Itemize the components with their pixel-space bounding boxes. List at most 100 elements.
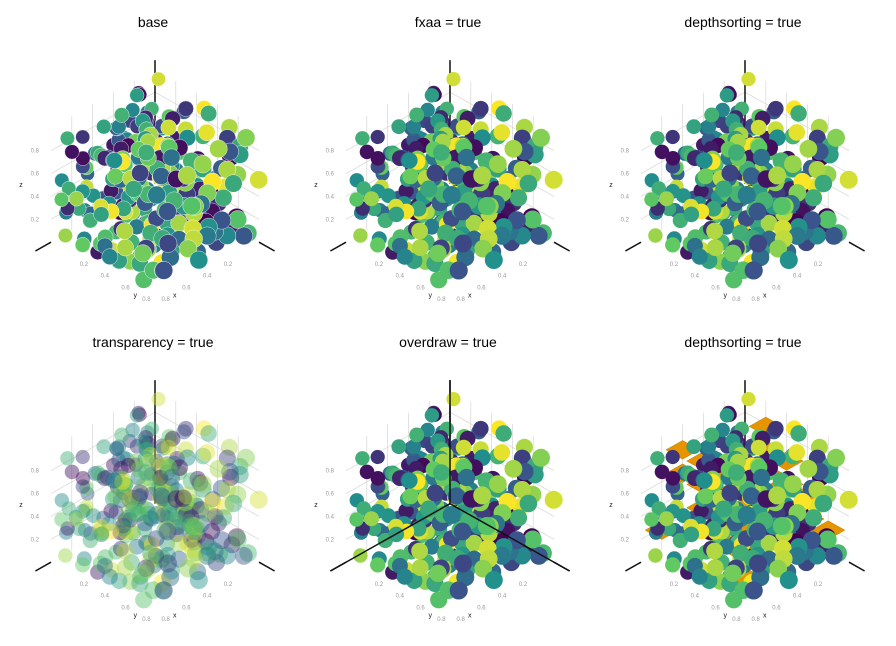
- data-point: [802, 211, 821, 230]
- data-point: [203, 492, 222, 511]
- data-point: [178, 486, 197, 505]
- data-point: [97, 470, 113, 486]
- data-point: [205, 542, 224, 561]
- data-point: [103, 523, 120, 540]
- data-point: [465, 534, 483, 552]
- data-point: [513, 481, 531, 499]
- data-point: [197, 533, 215, 551]
- data-point: [59, 525, 74, 540]
- data-point: [410, 200, 427, 217]
- grid: [50, 401, 260, 551]
- data-point: [109, 441, 124, 456]
- data-point: [222, 468, 240, 486]
- data-point: [839, 170, 858, 189]
- data-point: [236, 128, 256, 148]
- data-point: [181, 499, 198, 517]
- data-point: [741, 392, 756, 407]
- data-point: [665, 151, 681, 166]
- data-point: [218, 481, 236, 499]
- z-tick-label: 0.4: [326, 194, 335, 200]
- data-point: [122, 433, 137, 449]
- data-point: [175, 517, 193, 535]
- data-point: [760, 534, 778, 552]
- data-point: [804, 189, 823, 207]
- data-point: [519, 174, 538, 193]
- x-axis-line: [258, 241, 275, 252]
- data-point: [495, 105, 512, 122]
- data-point: [748, 522, 767, 541]
- data-point: [189, 526, 207, 544]
- data-point: [75, 557, 91, 573]
- y-tick-label: 0.2: [814, 582, 823, 588]
- data-point: [449, 581, 468, 600]
- data-point: [715, 500, 733, 518]
- data-point: [116, 477, 132, 492]
- data-point: [457, 148, 476, 167]
- data-point: [477, 517, 496, 535]
- data-point: [130, 489, 147, 507]
- data-point: [824, 547, 843, 565]
- data-point: [473, 100, 489, 117]
- data-point: [715, 180, 733, 198]
- x-axis-label: x: [173, 292, 177, 299]
- data-point: [71, 521, 87, 537]
- data-point: [143, 510, 160, 527]
- data-point: [447, 167, 465, 185]
- data-point: [163, 432, 179, 448]
- data-point: [83, 526, 98, 541]
- data-point: [457, 468, 476, 487]
- data-point: [691, 568, 708, 585]
- data-point: [665, 449, 680, 465]
- data-point: [187, 545, 204, 562]
- data-point: [111, 469, 126, 484]
- data-point: [114, 427, 130, 443]
- y-axis-line: [35, 561, 52, 572]
- data-point: [790, 105, 807, 122]
- x-tick-label: 0.2: [80, 582, 89, 588]
- data-point: [147, 185, 166, 205]
- data-point: [177, 441, 194, 458]
- y-tick-label: 0.6: [477, 605, 486, 611]
- data-point: [473, 486, 492, 505]
- data-point: [124, 524, 140, 540]
- data-point: [174, 489, 193, 507]
- data-point: [134, 564, 152, 582]
- data-point: [455, 439, 472, 456]
- data-point: [429, 244, 447, 262]
- data-point: [721, 164, 739, 182]
- x-tick-label: 0.8: [142, 617, 151, 623]
- data-point: [401, 152, 418, 169]
- data-point: [701, 439, 717, 455]
- data-point: [142, 544, 160, 562]
- data-point: [827, 448, 845, 467]
- x-tick-label: 0.8: [437, 297, 446, 303]
- data-point: [113, 107, 130, 123]
- data-point: [108, 504, 124, 520]
- data-point: [741, 72, 756, 87]
- data-point: [398, 503, 414, 519]
- data-point: [69, 511, 84, 527]
- y-tick-label: 0.8: [456, 617, 465, 623]
- data-point: [239, 544, 257, 562]
- data-point: [697, 168, 714, 185]
- data-point: [140, 435, 156, 451]
- data-point: [654, 464, 670, 480]
- data-point: [152, 505, 168, 521]
- data-point: [128, 453, 143, 469]
- x-axis-label: x: [468, 612, 472, 619]
- data-point: [113, 479, 130, 496]
- data-point: [113, 461, 129, 477]
- data-point: [159, 456, 176, 472]
- data-point: [409, 427, 425, 443]
- data-point: [184, 550, 203, 568]
- x-tick-label: 0.8: [732, 297, 741, 303]
- panel-title: transparency = true: [92, 334, 214, 350]
- data-point: [454, 554, 472, 573]
- data-point: [129, 438, 145, 454]
- data-point: [159, 520, 176, 537]
- grid-line: [154, 434, 260, 494]
- data-point: [706, 222, 723, 240]
- data-point: [249, 170, 268, 190]
- data-point: [131, 574, 149, 592]
- panel-title: overdraw = true: [399, 334, 497, 350]
